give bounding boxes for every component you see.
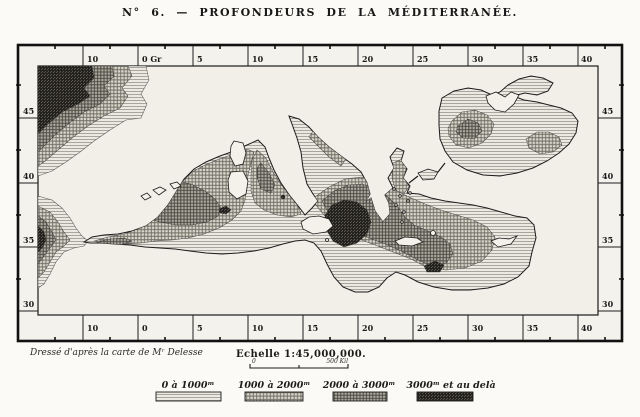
legend-swatch-3000-beyond [416,391,474,402]
atlantic-portugal-depths [38,195,89,289]
tick-label: 10 [252,54,264,64]
black-sea-west-deep [455,118,483,140]
island-ibiza [140,192,152,201]
black-sea-east-core [525,131,563,155]
tick-label: 30 [23,299,35,309]
tick-label: 35 [602,235,613,245]
tick-label: 45 [602,106,613,116]
tick-label: 15 [307,54,318,64]
island-crete [394,236,424,247]
zone-tyrrhenian-deep-spot [280,194,286,200]
tick-label: 15 [307,323,318,333]
scale-block: Echelle 1:45,000,000. 0 500 Kil [236,349,366,369]
zone-tyrrhenian-2000-3000 [256,162,276,194]
atlantic-biscay-depths [38,66,150,177]
legend-label-0-1000: 0 à 1000ᵐ [162,380,215,391]
tick-label: 35 [527,323,538,333]
graticule-division-lines [19,46,621,340]
zone-ionian-3000 [324,199,372,248]
island-sicily [300,215,334,235]
tick-label: 5 [197,323,203,333]
tick-label: 10 [87,323,99,333]
map-content [38,66,579,293]
island-sardinia [227,170,249,200]
tick-label: 35 [23,235,34,245]
island-minorca [169,181,182,190]
island-cyprus [490,235,519,248]
tick-label: 35 [527,54,538,64]
tick-label: 25 [417,323,428,333]
island-majorca [152,186,167,196]
scale-zero-label: 0 [252,358,256,365]
legend-swatch-0-1000 [155,391,222,402]
sea-of-marmara [408,162,446,184]
tick-label: 40 [581,54,593,64]
legend-label-1000-2000: 1000 à 2000ᵐ [238,380,311,391]
scale-end-label: 500 Kil [326,358,348,365]
zone-east-3000 [423,260,445,273]
tick-label: 40 [581,323,593,333]
top-longitude-labels: 10 0 Gr 5 10 15 20 25 30 35 40 [87,54,593,64]
tick-label: 40 [602,171,614,181]
tick-label: 20 [362,54,374,64]
legend-swatch-1000-2000 [244,391,304,402]
island-malta [325,238,329,242]
tick-label: 10 [252,323,264,333]
tick-label: 20 [362,323,374,333]
legend-label-3000-beyond: 3000ᵐ et au delà [406,380,495,391]
legend-label-2000-3000: 2000 à 3000ᵐ [322,380,396,391]
tick-label: 30 [472,323,484,333]
tick-label: 30 [602,299,614,309]
scale-label: Echelle 1:45,000,000. [236,349,366,360]
depth-legend: 0 à 1000ᵐ 1000 à 2000ᵐ 2000 à 3000ᵐ 3000… [155,380,496,402]
tick-label: 5 [197,54,203,64]
tick-label: 40 [23,171,35,181]
mediterranean-depth-zones [93,130,496,273]
left-latitude-labels: 45 40 35 30 [23,106,35,309]
crimea-peninsula [485,91,520,113]
bottom-longitude-labels: 10 0 5 10 15 20 25 30 35 40 [87,323,593,333]
black-sea [438,75,579,177]
tick-label: 0 [142,323,148,333]
bosporus-dardanelles-straits [408,162,446,184]
islands [140,140,519,248]
legend-swatch-2000-3000 [332,391,388,402]
tick-label: 30 [472,54,484,64]
aegean-islands [392,187,412,224]
map-title: N° 6. — PROFONDEURS DE LA MÉDITERRANÉE. [122,5,518,19]
zone-west-3000 [218,205,232,215]
tick-label: 25 [417,54,428,64]
scale-bar [249,364,349,369]
tick-label: 0 Gr [142,54,162,64]
island-rhodes [430,230,436,236]
minor-tick-marks [16,44,624,342]
island-corsica [229,140,247,167]
tick-label: 10 [87,54,99,64]
credit-note: Dressé d'après la carte de Mʳ Delesse [29,347,203,358]
right-latitude-labels: 45 40 35 30 [602,106,614,309]
tick-label: 45 [23,106,34,116]
